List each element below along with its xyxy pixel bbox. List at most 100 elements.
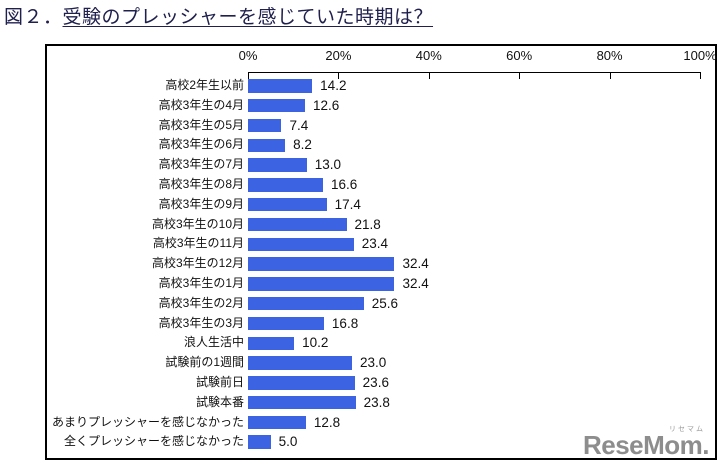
bar (248, 296, 364, 311)
category-label: 高校3年生の12月 (151, 256, 244, 271)
x-axis-tick-mark (338, 72, 340, 79)
bar-track: 13.0 (248, 155, 700, 175)
bar-track: 7.4 (248, 116, 700, 136)
value-label: 12.6 (312, 97, 340, 113)
value-label: 21.8 (354, 216, 381, 232)
figure-title-prefix: 図２． (4, 7, 63, 28)
bar-track: 23.8 (248, 393, 700, 413)
category-label: あまりプレッシャーを感じなかった (51, 414, 244, 429)
category-label: 高校3年生の5月 (158, 117, 244, 132)
x-axis-line (248, 72, 700, 73)
category-label: 浪人生活中 (183, 335, 244, 350)
bar-track: 23.4 (248, 234, 700, 254)
category-label: 高校3年生の11月 (152, 236, 244, 251)
bar (248, 277, 395, 291)
bar (248, 138, 286, 153)
bar (248, 395, 356, 410)
value-label: 16.8 (331, 315, 359, 331)
bar-row: 高校3年生の8月 16.6 (47, 175, 715, 195)
bar (248, 415, 306, 430)
bar-track: 14.2 (248, 76, 700, 96)
bar-track: 8.2 (248, 135, 700, 155)
value-label: 16.6 (331, 176, 358, 192)
figure-title-main: 受験のプレッシャーを感じていた時期は？ (62, 7, 434, 28)
bar-track: 16.8 (248, 314, 700, 334)
x-axis-tick-mark (519, 72, 521, 79)
bar (248, 98, 305, 113)
value-label: 12.8 (313, 414, 341, 430)
bar-track: 12.6 (248, 96, 700, 116)
bar-row: 高校3年生の1月 32.4 (47, 274, 715, 294)
category-label: 試験前日 (195, 374, 244, 389)
bar-row: 試験本番 23.8 (47, 393, 715, 413)
x-axis-tick-label: 100% (683, 48, 717, 63)
category-label: 試験前の1週間 (165, 355, 244, 370)
category-label: 高校3年生の10月 (151, 216, 244, 231)
bar (248, 336, 295, 350)
value-label: 23.8 (363, 394, 390, 410)
bar-row: 試験前の1週間 23.0 (47, 353, 715, 373)
category-label: 試験本番 (195, 394, 244, 409)
value-label: 23.0 (359, 355, 387, 371)
bar-track: 23.0 (248, 353, 700, 373)
category-label: 高校3年生の6月 (158, 137, 244, 152)
bar-row: 高校3年生の7月 13.0 (47, 155, 715, 175)
category-label: 高校3年生の2月 (158, 295, 244, 310)
category-label: 高校3年生の7月 (158, 157, 244, 172)
x-axis-tick-mark (248, 72, 249, 79)
value-label: 13.0 (314, 157, 342, 173)
bar-row: 高校3年生の4月 12.6 (47, 96, 715, 116)
value-label: 7.4 (289, 117, 309, 133)
bar-track: 10.2 (248, 333, 700, 353)
x-axis-tick-label: 60% (506, 48, 533, 63)
value-label: 17.4 (334, 196, 361, 212)
bar (248, 178, 324, 192)
x-axis-tick-mark (700, 72, 701, 79)
bar-row: 高校3年生の11月 23.4 (47, 234, 715, 254)
category-label: 高校3年生の8月 (158, 176, 244, 191)
category-label: 高校3年生の4月 (158, 97, 244, 112)
bar (248, 257, 395, 271)
resemom-logo-text: ReseMom. (582, 430, 710, 460)
bar-track: 17.4 (248, 195, 700, 215)
x-axis-tick-mark (609, 72, 611, 79)
x-axis-tick-label: 20% (325, 48, 352, 63)
figure-title: 図２．受験のプレッシャーを感じていた時期は？ (4, 2, 433, 29)
bar (248, 217, 347, 232)
resemom-logo: リセマム ReseMom. (582, 426, 710, 460)
bar-rows: 高校2年生以前 14.2 高校3年生の4月 12.6 高校3年生の5月 7.4 高校3年生の… (47, 76, 715, 452)
value-label: 5.0 (278, 434, 298, 450)
x-axis-tick-mark (428, 72, 430, 79)
bar (248, 376, 355, 390)
value-label: 10.2 (302, 335, 329, 351)
value-label: 14.2 (320, 78, 347, 93)
bar-row: 高校3年生の5月 7.4 (47, 116, 715, 136)
bar-track: 32.4 (248, 274, 700, 294)
bar-row: 高校2年生以前 14.2 (47, 76, 715, 96)
resemom-logo-ruby: リセマム (669, 426, 705, 433)
bar-track: 25.6 (248, 294, 700, 314)
bar-row: 高校3年生の6月 8.2 (47, 135, 715, 155)
value-label: 23.4 (361, 236, 389, 252)
bar-track: 16.6 (248, 175, 700, 195)
bar-row: 高校3年生の10月 21.8 (47, 215, 715, 235)
bar (248, 158, 307, 172)
category-label: 高校2年生以前 (165, 78, 244, 92)
x-axis-tick-label: 40% (415, 48, 442, 63)
bar (248, 435, 271, 449)
bar-track: 5.0 (248, 432, 700, 452)
bar (248, 237, 354, 252)
category-label: 高校3年生の9月 (158, 196, 244, 211)
bar (248, 316, 324, 331)
bar-track: 32.4 (248, 254, 700, 274)
bar-track: 12.8 (248, 413, 700, 433)
value-label: 32.4 (402, 256, 429, 272)
value-label: 8.2 (293, 137, 312, 153)
bar (248, 118, 282, 133)
bar (248, 79, 313, 93)
bar-row: 高校3年生の12月 32.4 (47, 254, 715, 274)
value-label: 23.6 (362, 374, 389, 390)
value-label: 25.6 (371, 295, 398, 311)
bar-row: 高校3年生の3月 16.8 (47, 314, 715, 334)
category-label: 高校3年生の3月 (158, 315, 244, 330)
